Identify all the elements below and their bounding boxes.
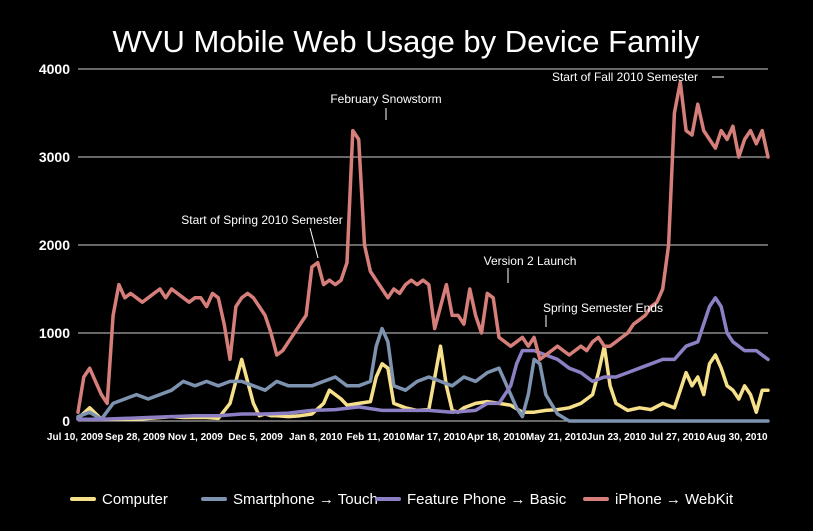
x-tick-label: Jul 27, 2010 [649, 432, 706, 443]
x-tick-label: Apr 18, 2010 [467, 432, 526, 443]
series-line-3 [76, 80, 770, 414]
x-tick-label: May 21, 2010 [526, 432, 588, 443]
x-tick-label: Jan 8, 2010 [289, 432, 343, 443]
gridlines [78, 68, 768, 422]
legend: Computer Smartphone → Touch Feature Phone … [70, 491, 734, 508]
annotations: February Snowstorm Start of Spring 2010 S… [181, 70, 724, 327]
legend-label: Feature Phone → Basic [407, 491, 567, 508]
series-lines [76, 80, 770, 423]
y-axis-ticks: 0 1000 2000 3000 4000 [39, 61, 70, 429]
x-tick-label: Sep 28, 2009 [105, 432, 165, 443]
x-tick-label: Feb 11, 2010 [346, 432, 405, 443]
x-tick-label: Jul 10, 2009 [47, 432, 104, 443]
x-tick-label: Mar 17, 2010 [406, 432, 466, 443]
x-tick-label: Dec 5, 2009 [228, 432, 283, 443]
y-tick-label: 4000 [39, 61, 70, 77]
legend-label: Smartphone → Touch [233, 491, 378, 508]
series-line-0 [76, 344, 770, 421]
legend-label: Computer [102, 491, 168, 508]
x-tick-label: Jun 23, 2010 [587, 432, 647, 443]
y-tick-label: 3000 [39, 149, 70, 165]
annotation-label: Spring Semester Ends [543, 301, 663, 315]
annotation-leader [309, 227, 319, 259]
x-tick-label: Aug 30, 2010 [706, 432, 768, 443]
y-tick-label: 1000 [39, 325, 70, 341]
annotation-label: Version 2 Launch [484, 254, 577, 268]
chart-title: WVU Mobile Web Usage by Device Family [113, 24, 700, 59]
annotation-label: Start of Fall 2010 Semester [552, 70, 698, 84]
annotation-label: February Snowstorm [330, 92, 441, 106]
x-tick-label: Nov 1, 2009 [168, 432, 223, 443]
annotation-label: Start of Spring 2010 Semester [181, 213, 342, 227]
y-tick-label: 0 [62, 413, 70, 429]
series-line-1 [76, 326, 770, 423]
legend-label: iPhone → WebKit [615, 491, 734, 508]
x-axis-ticks: Jul 10, 2009 Sep 28, 2009 Nov 1, 2009 Dec 5… [47, 432, 768, 443]
y-tick-label: 2000 [39, 237, 70, 253]
series-line-2 [76, 296, 770, 421]
